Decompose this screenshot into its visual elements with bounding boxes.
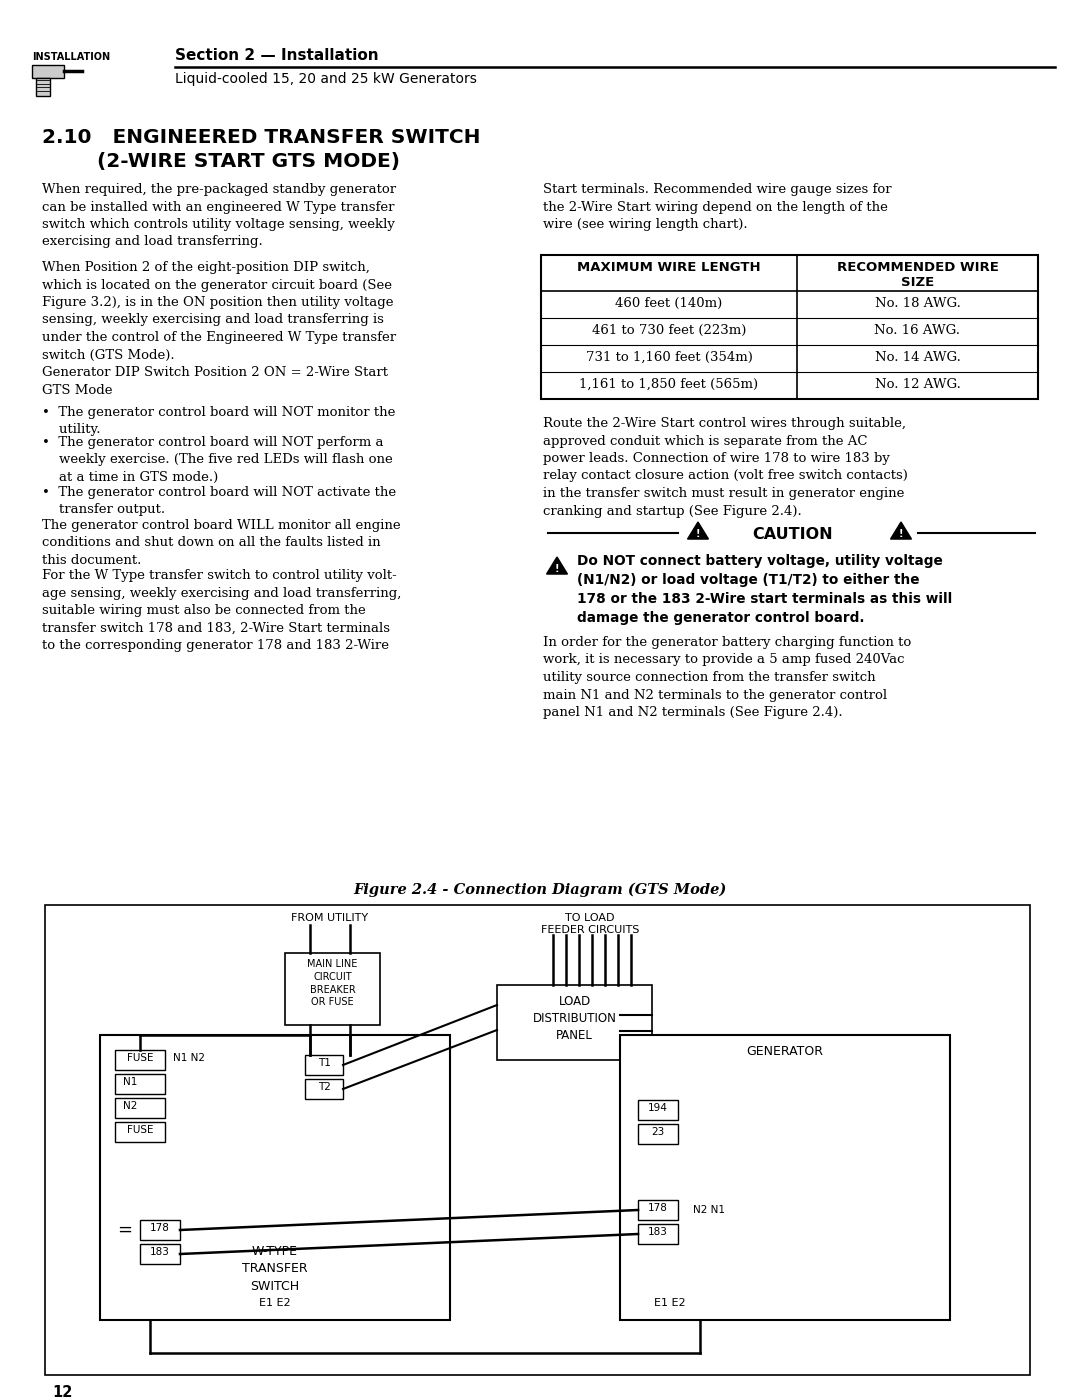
Text: Section 2 — Installation: Section 2 — Installation	[175, 47, 379, 63]
Text: N2: N2	[123, 1101, 137, 1111]
Text: 194: 194	[648, 1104, 667, 1113]
Bar	[541, 256, 1038, 400]
Text: 178: 178	[150, 1222, 170, 1234]
Bar	[140, 1220, 180, 1241]
Text: No. 16 AWG.: No. 16 AWG.	[875, 324, 960, 337]
Text: N1: N1	[123, 1077, 137, 1087]
Text: E1 E2: E1 E2	[654, 1298, 686, 1308]
Text: !: !	[696, 528, 700, 539]
Text: •  The generator control board will NOT monitor the
    utility.: • The generator control board will NOT m…	[42, 407, 395, 436]
Text: •  The generator control board will NOT perform a
    weekly exercise. (The five: • The generator control board will NOT p…	[42, 436, 393, 483]
Text: MAIN LINE
CIRCUIT
BREAKER
OR FUSE: MAIN LINE CIRCUIT BREAKER OR FUSE	[308, 958, 357, 1007]
Text: Start terminals. Recommended wire gauge sizes for
the 2-Wire Start wiring depend: Start terminals. Recommended wire gauge …	[543, 183, 892, 231]
Text: 460 feet (140m): 460 feet (140m)	[616, 298, 723, 310]
Text: RECOMMENDED WIRE
SIZE: RECOMMENDED WIRE SIZE	[837, 261, 998, 289]
Text: E1 E2: E1 E2	[259, 1298, 291, 1308]
Text: Liquid-cooled 15, 20 and 25 kW Generators: Liquid-cooled 15, 20 and 25 kW Generator…	[175, 73, 477, 87]
Polygon shape	[688, 522, 708, 539]
Text: T2: T2	[318, 1083, 330, 1092]
Bar	[114, 1122, 165, 1141]
Polygon shape	[546, 557, 567, 574]
Text: 1,161 to 1,850 feet (565m): 1,161 to 1,850 feet (565m)	[579, 379, 758, 391]
Text: FUSE: FUSE	[126, 1053, 153, 1063]
Text: W-TYPE
TRANSFER
SWITCH: W-TYPE TRANSFER SWITCH	[242, 1245, 308, 1294]
Text: LOAD
DISTRIBUTION
PANEL: LOAD DISTRIBUTION PANEL	[532, 995, 617, 1042]
Text: N1 N2: N1 N2	[173, 1053, 205, 1063]
Text: No. 12 AWG.: No. 12 AWG.	[875, 379, 960, 391]
Text: Do NOT connect battery voltage, utility voltage
(N1/N2) or load voltage (T1/T2) : Do NOT connect battery voltage, utility …	[577, 555, 953, 624]
Bar	[100, 1035, 450, 1320]
Bar	[114, 1051, 165, 1070]
Text: 731 to 1,160 feet (354m): 731 to 1,160 feet (354m)	[585, 351, 753, 365]
Bar	[45, 905, 1030, 1375]
Text: 23: 23	[651, 1127, 664, 1137]
Bar	[32, 66, 64, 78]
Text: For the W Type transfer switch to control utility volt-
age sensing, weekly exer: For the W Type transfer switch to contro…	[42, 569, 402, 652]
Text: In order for the generator battery charging function to
work, it is necessary to: In order for the generator battery charg…	[543, 636, 912, 719]
Text: !: !	[555, 563, 559, 574]
Text: 461 to 730 feet (223m): 461 to 730 feet (223m)	[592, 324, 746, 337]
Polygon shape	[891, 522, 912, 539]
Text: Generator DIP Switch Position 2 ON = 2-Wire Start
GTS Mode: Generator DIP Switch Position 2 ON = 2-W…	[42, 366, 388, 397]
Text: 12: 12	[52, 1384, 72, 1397]
Bar	[497, 985, 652, 1060]
Text: No. 14 AWG.: No. 14 AWG.	[875, 351, 960, 365]
Text: No. 18 AWG.: No. 18 AWG.	[875, 298, 960, 310]
Text: The generator control board WILL monitor all engine
conditions and shut down on : The generator control board WILL monitor…	[42, 520, 401, 567]
Text: Route the 2-Wire Start control wires through suitable,
approved conduit which is: Route the 2-Wire Start control wires thr…	[543, 416, 908, 517]
Bar	[305, 1055, 343, 1076]
Text: GENERATOR: GENERATOR	[746, 1045, 824, 1058]
Text: T1: T1	[318, 1058, 330, 1067]
Text: =: =	[118, 1221, 133, 1239]
Text: FROM UTILITY: FROM UTILITY	[292, 914, 368, 923]
Text: TO LOAD
FEEDER CIRCUITS: TO LOAD FEEDER CIRCUITS	[541, 914, 639, 936]
Text: CAUTION: CAUTION	[753, 527, 834, 542]
Text: FUSE: FUSE	[126, 1125, 153, 1134]
Text: •  The generator control board will NOT activate the
    transfer output.: • The generator control board will NOT a…	[42, 486, 396, 517]
Bar	[285, 953, 380, 1025]
Bar	[114, 1098, 165, 1118]
Bar	[305, 1078, 343, 1099]
Text: When required, the pre-packaged standby generator
can be installed with an engin: When required, the pre-packaged standby …	[42, 183, 396, 249]
Bar	[638, 1224, 678, 1243]
Bar	[638, 1099, 678, 1120]
Text: 183: 183	[648, 1227, 667, 1236]
Bar	[114, 1074, 165, 1094]
Bar	[638, 1125, 678, 1144]
Text: !: !	[899, 528, 903, 539]
Bar	[36, 78, 50, 96]
Text: N2 N1: N2 N1	[693, 1206, 725, 1215]
Text: 178: 178	[648, 1203, 667, 1213]
Bar	[620, 1035, 950, 1320]
Bar	[140, 1243, 180, 1264]
Text: (2-WIRE START GTS MODE): (2-WIRE START GTS MODE)	[97, 152, 400, 170]
Text: 2.10   ENGINEERED TRANSFER SWITCH: 2.10 ENGINEERED TRANSFER SWITCH	[42, 129, 481, 147]
Text: INSTALLATION: INSTALLATION	[32, 52, 110, 61]
Text: MAXIMUM WIRE LENGTH: MAXIMUM WIRE LENGTH	[577, 261, 760, 274]
Text: When Position 2 of the eight-position DIP switch,
which is located on the genera: When Position 2 of the eight-position DI…	[42, 261, 396, 362]
Text: Figure 2.4 - Connection Diagram (GTS Mode): Figure 2.4 - Connection Diagram (GTS Mod…	[353, 883, 727, 897]
Bar	[638, 1200, 678, 1220]
Text: 183: 183	[150, 1248, 170, 1257]
